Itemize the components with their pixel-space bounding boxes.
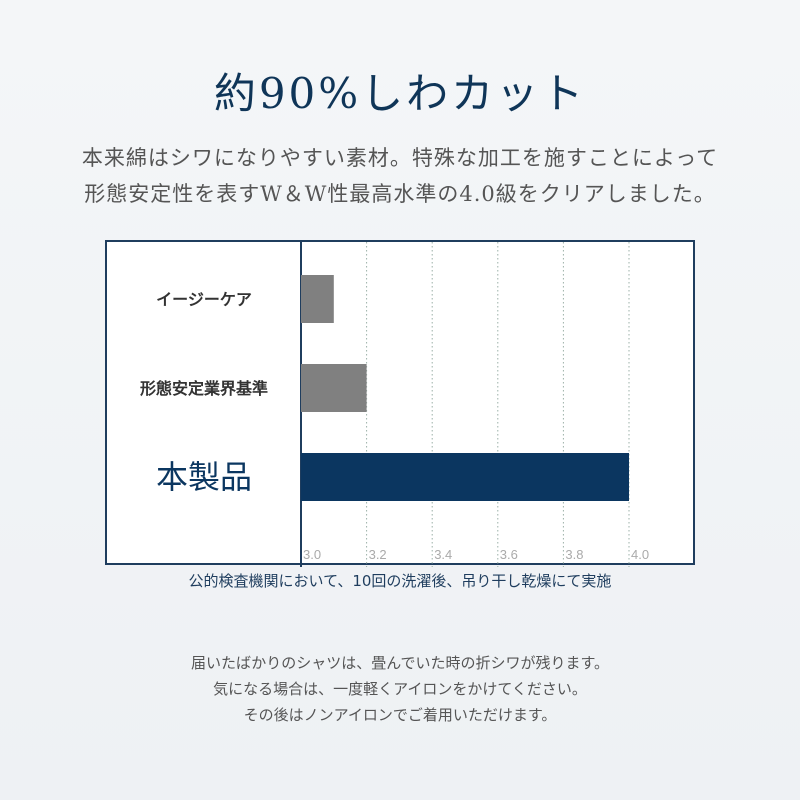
tick-label: 3.8	[565, 547, 583, 562]
lead-text: 本来綿はシワになりやすい素材。特殊な加工を施すことによって 形態安定性を表すW＆…	[0, 140, 800, 212]
tick-label: 3.0	[303, 547, 321, 562]
bar	[301, 275, 334, 323]
tick-label: 3.2	[369, 547, 387, 562]
footer-line: 届いたばかりのシャツは、畳んでいた時の折シワが残ります。	[190, 654, 610, 672]
category-label: 形態安定業界基準	[140, 379, 268, 398]
page-title: 約90%しわカット	[213, 69, 587, 118]
category-label: 本製品	[156, 458, 252, 496]
footer-text: 届いたばかりのシャツは、畳んでいた時の折シワが残ります。 気になる場合は、一度軽…	[0, 650, 800, 728]
footer-line: その後はノンアイロンでご着用いただけます。	[243, 706, 557, 724]
bar-chart: 3.0 3.2 3.4 3.6 3.8 4.0 イージーケア 形態安定業界基準本製品	[105, 240, 695, 567]
lead-line: 形態安定性を表すW＆W性最高水準の4.0級をクリアしました。	[84, 182, 716, 206]
test-note: 公的検査機関において、10回の洗濯後、吊り干し乾燥にて実施	[188, 572, 612, 590]
lead-line: 本来綿はシワになりやすい素材。特殊な加工を施すことによって	[81, 146, 719, 170]
tick-label: 3.4	[434, 547, 452, 562]
tick-label: 3.6	[500, 547, 518, 562]
footer-line: 気になる場合は、一度軽くアイロンをかけてください。	[213, 680, 587, 698]
category-label: イージーケア	[156, 290, 252, 309]
bar	[301, 453, 629, 501]
tick-label: 4.0	[631, 547, 649, 562]
bar	[301, 364, 367, 412]
